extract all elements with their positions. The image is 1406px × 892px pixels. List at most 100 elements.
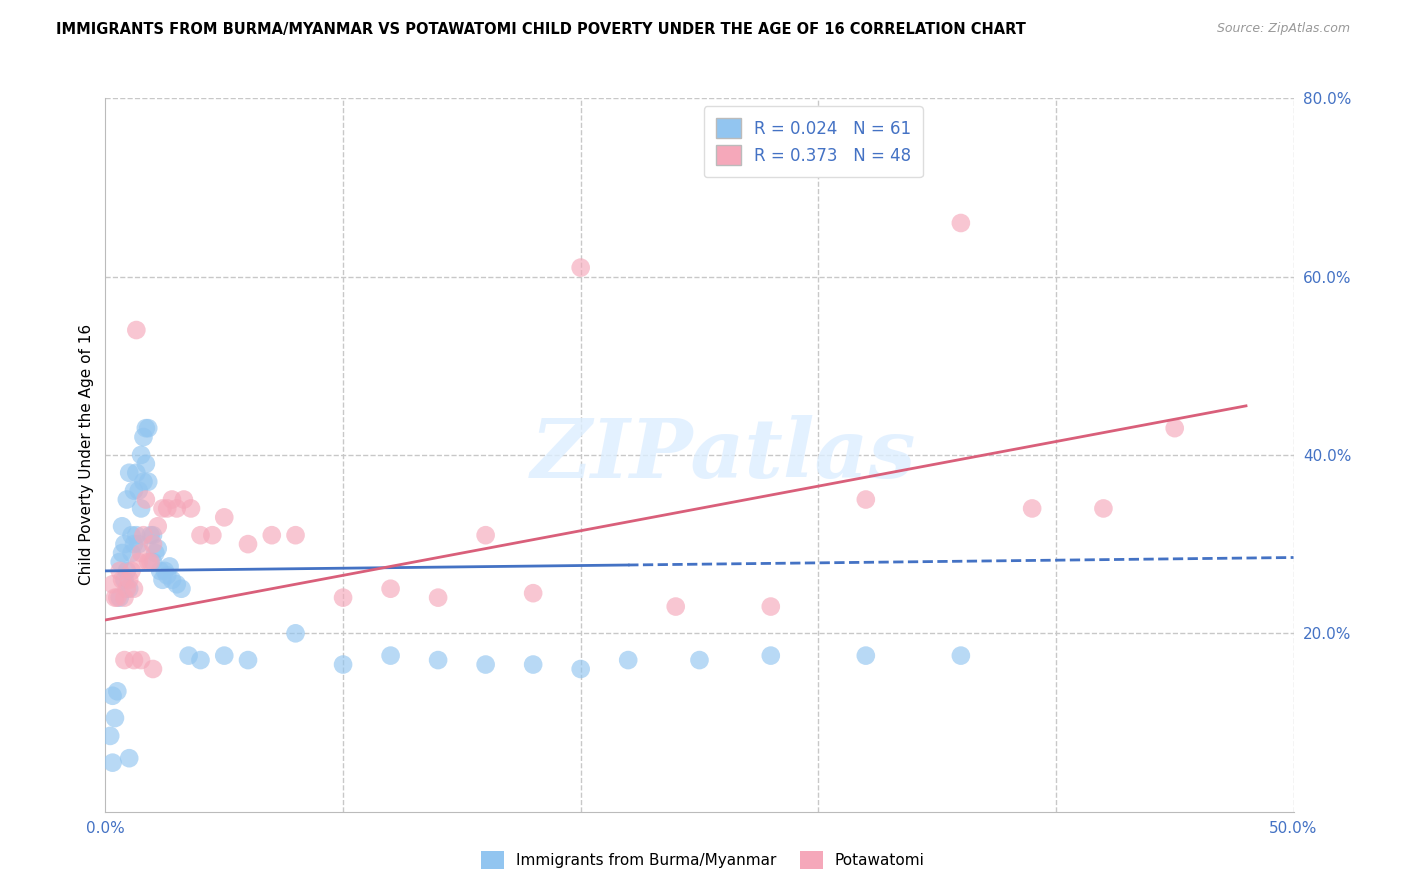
Point — [135, 457, 157, 471]
Point — [284, 626, 307, 640]
Point — [111, 546, 134, 560]
Point — [132, 528, 155, 542]
Point — [111, 573, 134, 587]
Point — [101, 689, 124, 703]
Point — [214, 648, 236, 663]
Point — [1164, 421, 1187, 435]
Point — [949, 648, 972, 663]
Point — [128, 537, 150, 551]
Point — [1021, 501, 1043, 516]
Point — [142, 528, 165, 542]
Point — [152, 573, 174, 587]
Point — [759, 599, 782, 614]
Point — [104, 711, 127, 725]
Point — [142, 537, 165, 551]
Point — [132, 475, 155, 489]
Point — [474, 528, 496, 542]
Point — [332, 657, 354, 672]
Point — [855, 492, 877, 507]
Point — [160, 573, 183, 587]
Point — [118, 582, 141, 596]
Point — [129, 546, 152, 560]
Point — [136, 421, 159, 435]
Point — [170, 582, 193, 596]
Point — [105, 684, 128, 698]
Legend: Immigrants from Burma/Myanmar, Potawatomi: Immigrants from Burma/Myanmar, Potawatom… — [475, 845, 931, 875]
Point — [101, 577, 124, 591]
Text: Source: ZipAtlas.com: Source: ZipAtlas.com — [1216, 22, 1350, 36]
Point — [166, 501, 188, 516]
Point — [236, 653, 259, 667]
Point — [380, 648, 402, 663]
Point — [180, 501, 202, 516]
Point — [108, 555, 131, 569]
Point — [108, 591, 131, 605]
Point — [149, 564, 172, 578]
Point — [115, 492, 138, 507]
Point — [689, 653, 711, 667]
Point — [129, 653, 152, 667]
Point — [129, 501, 152, 516]
Point — [949, 216, 972, 230]
Point — [522, 657, 544, 672]
Point — [118, 751, 141, 765]
Point — [142, 662, 165, 676]
Point — [522, 586, 544, 600]
Point — [152, 501, 174, 516]
Point — [114, 573, 136, 587]
Point — [121, 546, 143, 560]
Point — [201, 528, 224, 542]
Text: IMMIGRANTS FROM BURMA/MYANMAR VS POTAWATOMI CHILD POVERTY UNDER THE AGE OF 16 CO: IMMIGRANTS FROM BURMA/MYANMAR VS POTAWAT… — [56, 22, 1026, 37]
Point — [125, 528, 148, 542]
Point — [122, 483, 145, 498]
Point — [125, 323, 148, 337]
Point — [98, 729, 121, 743]
Point — [115, 564, 138, 578]
Point — [128, 555, 150, 569]
Point — [159, 559, 181, 574]
Point — [617, 653, 640, 667]
Point — [284, 528, 307, 542]
Point — [474, 657, 496, 672]
Point — [128, 483, 150, 498]
Point — [135, 421, 157, 435]
Point — [855, 648, 877, 663]
Point — [146, 541, 169, 556]
Point — [156, 501, 179, 516]
Point — [665, 599, 688, 614]
Point — [214, 510, 236, 524]
Point — [139, 528, 162, 542]
Point — [122, 653, 145, 667]
Point — [118, 466, 141, 480]
Point — [108, 564, 131, 578]
Point — [122, 537, 145, 551]
Point — [177, 648, 200, 663]
Point — [142, 555, 165, 569]
Point — [101, 756, 124, 770]
Point — [260, 528, 283, 542]
Point — [125, 466, 148, 480]
Text: ZIPatlas: ZIPatlas — [530, 415, 915, 495]
Y-axis label: Child Poverty Under the Age of 16: Child Poverty Under the Age of 16 — [79, 325, 94, 585]
Point — [173, 492, 195, 507]
Point — [190, 528, 212, 542]
Point — [122, 582, 145, 596]
Point — [569, 260, 592, 275]
Point — [132, 430, 155, 444]
Point — [114, 653, 136, 667]
Point — [104, 591, 127, 605]
Point — [121, 564, 143, 578]
Point — [136, 475, 159, 489]
Point — [115, 582, 138, 596]
Point — [569, 662, 592, 676]
Point — [166, 577, 188, 591]
Legend: R = 0.024   N = 61, R = 0.373   N = 48: R = 0.024 N = 61, R = 0.373 N = 48 — [704, 106, 922, 178]
Point — [118, 573, 141, 587]
Point — [114, 591, 136, 605]
Point — [759, 648, 782, 663]
Point — [160, 492, 183, 507]
Point — [380, 582, 402, 596]
Point — [332, 591, 354, 605]
Point — [156, 568, 179, 582]
Point — [427, 591, 450, 605]
